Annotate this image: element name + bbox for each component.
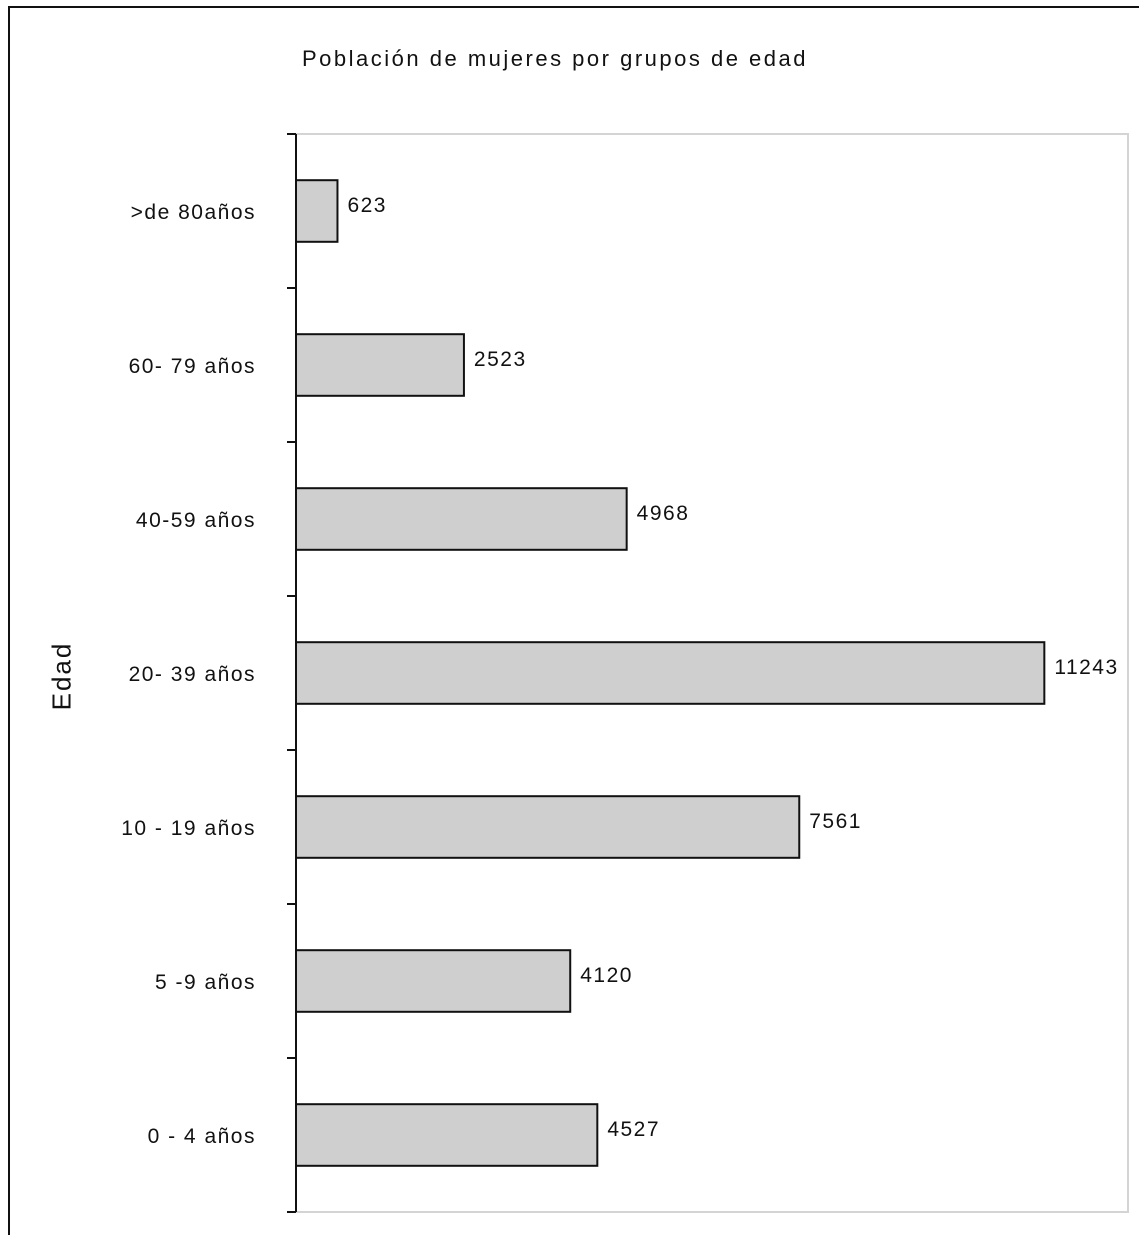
value-label: 11243	[1054, 656, 1118, 679]
bar	[295, 949, 572, 1013]
bar	[295, 487, 628, 551]
bar	[295, 795, 801, 859]
value-label: 7561	[809, 810, 862, 833]
value-label: 4120	[580, 964, 633, 987]
category-label: 60- 79 años	[129, 355, 256, 378]
bar	[295, 179, 339, 243]
value-label: 4527	[607, 1118, 660, 1141]
category-label: >de 80años	[131, 201, 256, 224]
value-labels: 623 2523 4968 11243 7561 4120 4527	[347, 194, 1118, 1141]
chart-frame	[8, 6, 1139, 1235]
value-label: 623	[347, 194, 387, 217]
category-labels: >de 80años 60- 79 años 40-59 años 20- 39 añ…	[121, 201, 256, 1148]
bar	[295, 333, 465, 397]
y-axis-ticks	[287, 133, 296, 1213]
bars-group	[295, 179, 1046, 1167]
category-label: 10 - 19 años	[121, 817, 256, 840]
category-label: 0 - 4 años	[148, 1125, 256, 1148]
value-label: 4968	[637, 502, 690, 525]
category-label: 5 -9 años	[155, 971, 256, 994]
bar	[295, 641, 1046, 705]
category-label: 40-59 años	[136, 509, 256, 532]
category-label: 20- 39 años	[129, 663, 256, 686]
chart-title: Población de mujeres por grupos de edad	[302, 46, 808, 71]
value-label: 2523	[474, 348, 527, 371]
bar	[295, 1103, 599, 1167]
